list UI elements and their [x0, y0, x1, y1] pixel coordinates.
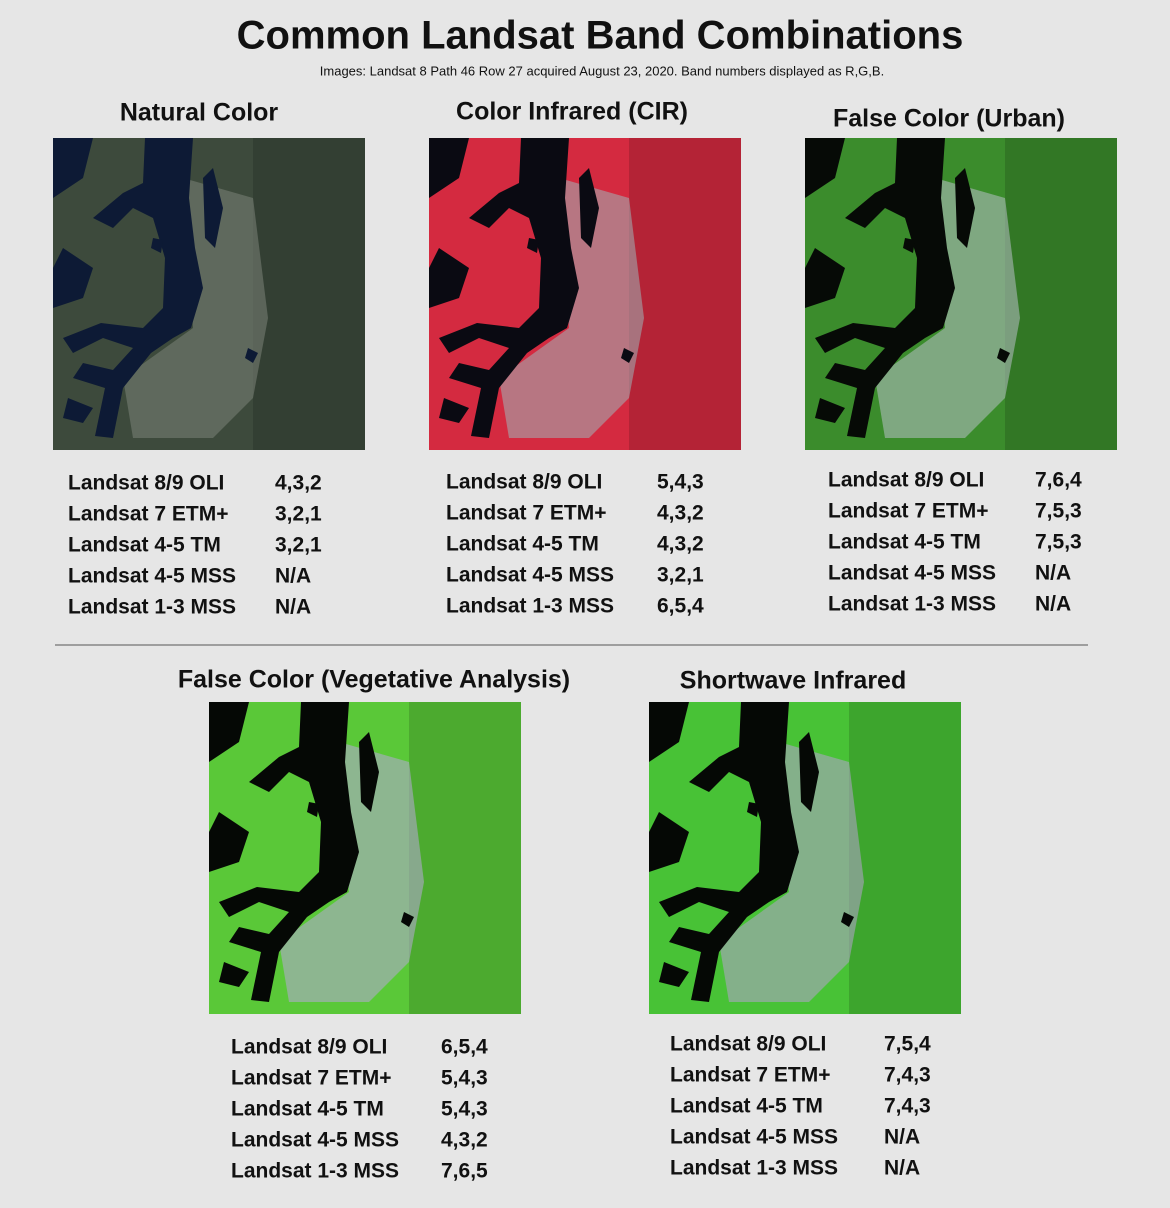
sensor-name: Landsat 7 ETM+	[68, 503, 228, 526]
sensor-name: Landsat 1-3 MSS	[828, 593, 996, 616]
sensor-name: Landsat 4-5 MSS	[68, 565, 236, 588]
panel-title: Color Infrared (CIR)	[456, 98, 688, 126]
sensor-name: Landsat 7 ETM+	[670, 1064, 830, 1087]
image-shade	[849, 702, 961, 1014]
band-combo: N/A	[275, 596, 311, 619]
band-combo: 4,3,2	[657, 533, 704, 556]
satellite-image	[805, 138, 1117, 450]
band-combo: 5,4,3	[657, 471, 704, 494]
band-combo: 7,6,4	[1035, 469, 1082, 492]
sensor-name: Landsat 1-3 MSS	[670, 1157, 838, 1180]
sensor-name: Landsat 1-3 MSS	[446, 595, 614, 618]
sensor-name: Landsat 4-5 TM	[828, 531, 981, 554]
panel-title: Natural Color	[120, 99, 279, 127]
sensor-name: Landsat 1-3 MSS	[231, 1160, 399, 1183]
sensor-name: Landsat 7 ETM+	[828, 500, 988, 523]
sensor-name: Landsat 4-5 TM	[670, 1095, 823, 1118]
band-combo: 5,4,3	[441, 1098, 488, 1121]
band-combo: 7,4,3	[884, 1095, 931, 1118]
sensor-name: Landsat 7 ETM+	[231, 1067, 391, 1090]
band-combo: 7,5,3	[1035, 500, 1082, 523]
band-combo: 3,2,1	[275, 503, 322, 526]
band-combo: N/A	[1035, 593, 1071, 616]
band-combo: 3,2,1	[275, 534, 322, 557]
image-shade	[253, 138, 365, 450]
sensor-name: Landsat 8/9 OLI	[828, 469, 984, 492]
band-combo: N/A	[884, 1126, 920, 1149]
panel-title: Shortwave Infrared	[680, 667, 906, 695]
image-shade	[409, 702, 521, 1014]
sensor-name: Landsat 7 ETM+	[446, 502, 606, 525]
panel-title: False Color (Urban)	[833, 105, 1065, 133]
satellite-image	[429, 138, 741, 450]
sensor-name: Landsat 4-5 MSS	[670, 1126, 838, 1149]
sensor-name: Landsat 8/9 OLI	[68, 472, 224, 495]
panel-title: False Color (Vegetative Analysis)	[178, 666, 570, 694]
satellite-image	[53, 138, 365, 450]
band-combo: N/A	[275, 565, 311, 588]
band-combo: 4,3,2	[657, 502, 704, 525]
title: Common Landsat Band Combinations	[237, 14, 964, 58]
sensor-name: Landsat 8/9 OLI	[446, 471, 602, 494]
band-combo: 6,5,4	[657, 595, 704, 618]
sensor-name: Landsat 8/9 OLI	[231, 1036, 387, 1059]
image-shade	[629, 138, 741, 450]
band-combo: 7,5,3	[1035, 531, 1082, 554]
band-combo: N/A	[1035, 562, 1071, 585]
sensor-name: Landsat 4-5 TM	[446, 533, 599, 556]
satellite-image	[649, 702, 961, 1014]
band-combo: 7,4,3	[884, 1064, 931, 1087]
sensor-name: Landsat 4-5 MSS	[828, 562, 996, 585]
sensor-name: Landsat 4-5 MSS	[231, 1129, 399, 1152]
satellite-image	[209, 702, 521, 1014]
band-combo: 6,5,4	[441, 1036, 488, 1059]
band-combo: 3,2,1	[657, 564, 704, 587]
sensor-name: Landsat 4-5 TM	[231, 1098, 384, 1121]
band-combo: 5,4,3	[441, 1067, 488, 1090]
band-combo: 4,3,2	[441, 1129, 488, 1152]
band-combo: 4,3,2	[275, 472, 322, 495]
sensor-name: Landsat 4-5 TM	[68, 534, 221, 557]
band-combo: 7,6,5	[441, 1160, 488, 1183]
subtitle: Images: Landsat 8 Path 46 Row 27 acquire…	[320, 63, 884, 78]
band-combo: 7,5,4	[884, 1033, 931, 1056]
sensor-name: Landsat 4-5 MSS	[446, 564, 614, 587]
image-shade	[1005, 138, 1117, 450]
band-combo: N/A	[884, 1157, 920, 1180]
sensor-name: Landsat 1-3 MSS	[68, 596, 236, 619]
sensor-name: Landsat 8/9 OLI	[670, 1033, 826, 1056]
